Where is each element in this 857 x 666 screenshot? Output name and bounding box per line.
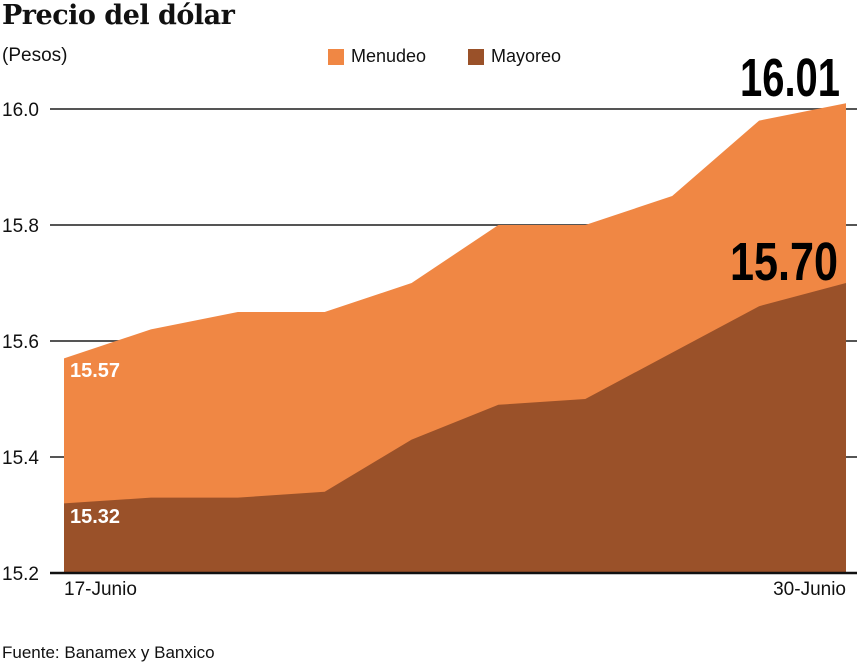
legend-item-mayoreo: Mayoreo — [468, 46, 561, 67]
chart-title: Precio del dólar — [2, 0, 235, 31]
y-axis-unit: (Pesos) — [2, 45, 68, 66]
menudeo-first-label: 15.57 — [70, 360, 120, 382]
area-mayoreo — [64, 283, 846, 573]
legend-label: Menudeo — [351, 46, 427, 66]
legend-label: Mayoreo — [491, 46, 562, 66]
y-tick-label: 15.6 — [2, 332, 39, 353]
legend-item-menudeo: Menudeo — [328, 46, 426, 67]
menudeo-last-label: 16.01 — [740, 48, 840, 108]
y-tick-label: 15.8 — [2, 216, 39, 237]
source-note: Fuente: Banamex y Banxico — [2, 643, 215, 662]
legend-swatch — [468, 48, 484, 65]
mayoreo-first-label: 15.32 — [70, 506, 120, 528]
y-tick-label: 15.4 — [2, 448, 39, 469]
x-label-end: 30-Junio — [773, 579, 846, 600]
x-label-start: 17-Junio — [64, 579, 137, 600]
y-tick-label: 16.0 — [2, 100, 39, 121]
legend-swatch — [328, 48, 344, 65]
y-tick-label: 15.2 — [2, 564, 39, 585]
mayoreo-last-label: 15.70 — [730, 232, 838, 292]
